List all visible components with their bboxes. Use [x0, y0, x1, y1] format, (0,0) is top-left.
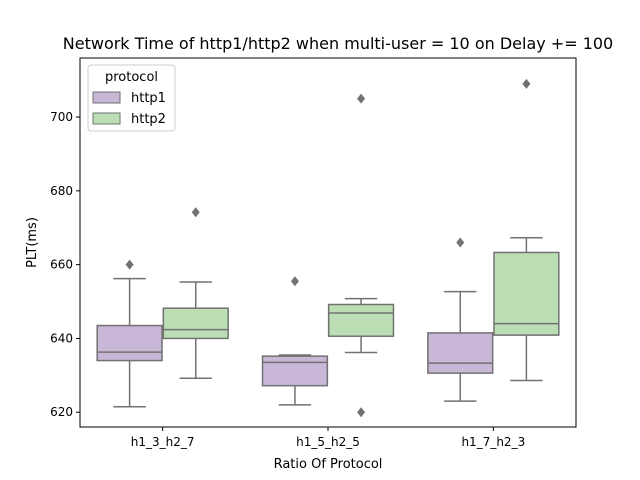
y-tick-label: 700 [50, 110, 73, 124]
outlier-marker [357, 93, 366, 104]
legend: protocol http1 http2 [87, 64, 176, 132]
x-tick-label: h1_7_h2_3 [461, 435, 525, 449]
outlier-marker [191, 207, 200, 218]
box-iqr [427, 332, 494, 374]
x-axis: h1_3_h2_7 h1_5_h2_5 h1_7_h2_3 [131, 427, 525, 449]
box-iqr [493, 251, 560, 336]
y-axis-label: PLT(ms) [25, 217, 40, 268]
box-http1-h1_5_h2_5 [261, 276, 329, 406]
legend-title: protocol [105, 70, 158, 85]
outlier-marker [125, 259, 134, 270]
y-tick-label: 620 [50, 405, 73, 419]
box-http1-h1_3_h2_7 [96, 259, 163, 408]
box-http2-h1_5_h2_5 [327, 93, 395, 418]
legend-label-http1: http1 [131, 91, 166, 106]
legend-swatch-http1 [92, 91, 121, 104]
x-tick-label: h1_5_h2_5 [296, 435, 360, 449]
outlier-marker [290, 276, 299, 287]
y-tick-label: 680 [50, 184, 73, 198]
box-iqr [261, 355, 329, 387]
box-iqr [96, 324, 163, 362]
box-series-group [96, 78, 560, 418]
x-tick-label: h1_3_h2_7 [131, 435, 195, 449]
box-http2-h1_3_h2_7 [162, 207, 229, 380]
y-axis: 620 640 660 680 700 [50, 110, 80, 419]
box-iqr [162, 307, 229, 340]
x-axis-label: Ratio Of Protocol [274, 457, 383, 472]
outlier-marker [522, 78, 531, 89]
legend-swatch-http2 [92, 112, 121, 125]
box-iqr [327, 303, 395, 337]
box-http1-h1_7_h2_3 [427, 237, 494, 402]
y-tick-label: 660 [50, 258, 73, 272]
chart-title: Network Time of http1/http2 when multi-u… [63, 34, 613, 53]
outlier-marker [456, 237, 465, 248]
legend-label-http2: http2 [131, 112, 166, 127]
outlier-marker [357, 407, 366, 418]
y-tick-label: 640 [50, 331, 73, 345]
box-http2-h1_7_h2_3 [493, 78, 560, 382]
